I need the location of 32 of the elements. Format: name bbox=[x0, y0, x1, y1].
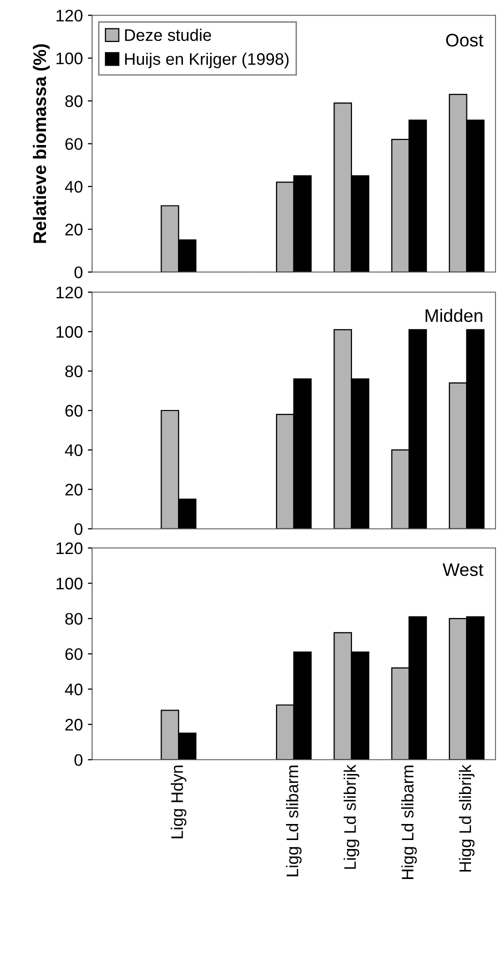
y-tick-label: 80 bbox=[65, 365, 82, 378]
y-tick-label: 0 bbox=[74, 266, 82, 278]
y-tick-label: 0 bbox=[74, 523, 82, 536]
y-tick-label: 100 bbox=[56, 52, 82, 64]
x-tick-label: Ligg Ld slibrijk bbox=[344, 764, 360, 869]
legend-label: Huijs en Krijger (1998) bbox=[125, 52, 289, 68]
y-tick-label: 60 bbox=[65, 404, 82, 417]
y-tick-label: 0 bbox=[74, 754, 82, 766]
legend-label: Deze studie bbox=[125, 28, 212, 41]
y-tick-label: 100 bbox=[56, 326, 82, 338]
text: Oost bbox=[446, 34, 484, 47]
text: Midden bbox=[426, 308, 482, 322]
y-tick-label: 120 bbox=[56, 286, 82, 298]
y-tick-label: 40 bbox=[64, 180, 82, 193]
y-tick-label: 120 bbox=[56, 10, 82, 22]
y-tick-label: 60 bbox=[65, 648, 82, 660]
y-tick-label: 60 bbox=[65, 138, 82, 150]
x-tick-label: Higg Ld slibarm bbox=[401, 766, 417, 879]
y-tick-label: 100 bbox=[56, 578, 82, 590]
y-tick-label: 40 bbox=[64, 684, 82, 696]
y-tick-label: 40 bbox=[64, 444, 82, 456]
y-axis-title: Relatieve biomassa (%) bbox=[32, 44, 50, 243]
y-tick-label: 20 bbox=[65, 484, 82, 496]
x-tick-label: Higg Ld slibrijk bbox=[458, 764, 474, 872]
y-tick-label: 20 bbox=[65, 718, 82, 731]
x-tick-label: Ligg Hdyn bbox=[170, 766, 186, 838]
text: West bbox=[442, 563, 484, 576]
y-tick-label: 20 bbox=[65, 224, 82, 236]
y-tick-label: 80 bbox=[65, 95, 82, 108]
x-tick-label: Ligg Ld slibarm bbox=[286, 766, 302, 876]
y-tick-label: 120 bbox=[56, 542, 82, 554]
y-tick-label: 80 bbox=[65, 612, 82, 625]
